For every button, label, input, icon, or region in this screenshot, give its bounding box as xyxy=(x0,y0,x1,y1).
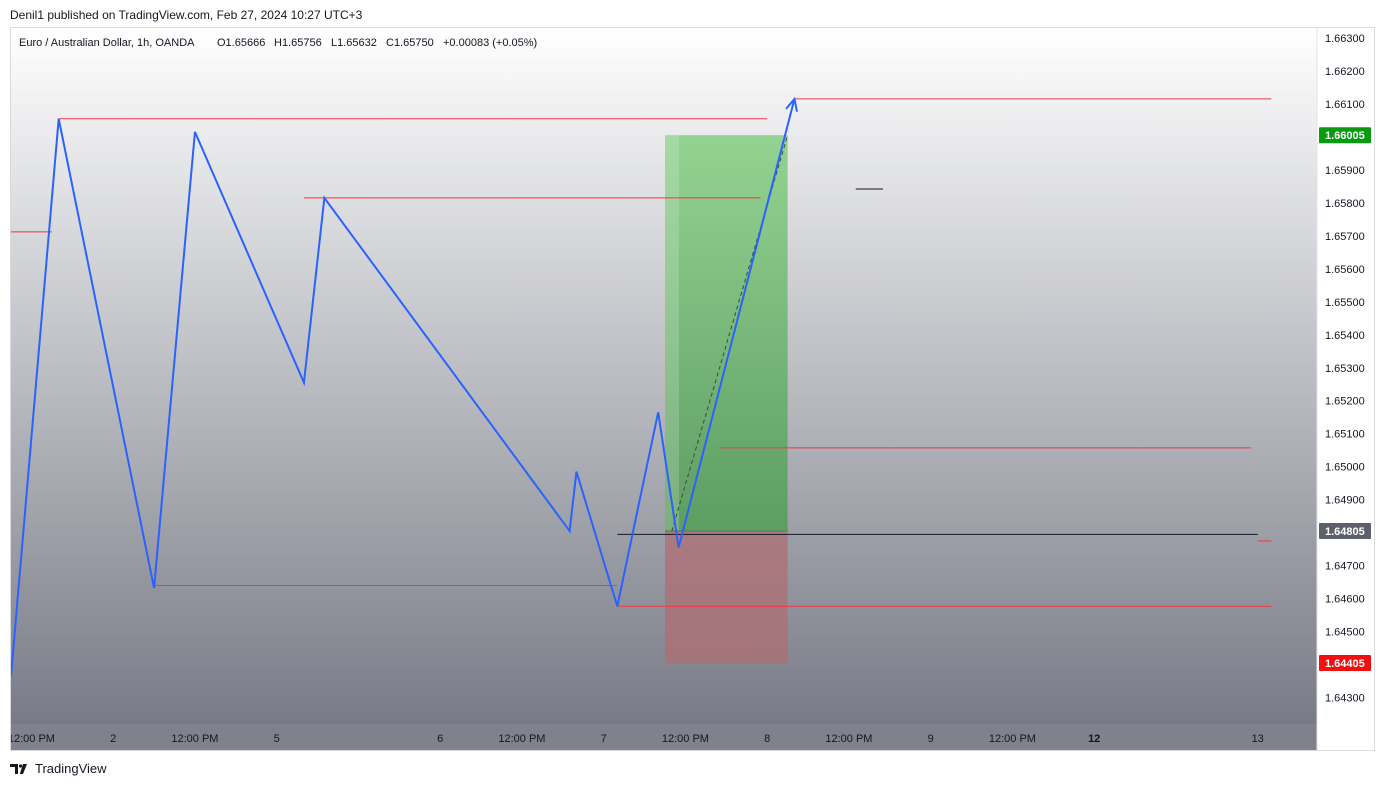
tradingview-logo-icon xyxy=(10,763,27,774)
price-badge xyxy=(1319,654,1371,671)
price-badge-label: 1.64405 xyxy=(1325,658,1365,670)
price-tick-label: 1.66100 xyxy=(1325,99,1365,111)
price-chart[interactable]: 1.66300 1.66200 1.66100 1.65900 1.65800 1.657… xyxy=(11,28,1374,750)
arrow-head-icon xyxy=(785,96,798,112)
price-tick-label: 1.65700 xyxy=(1325,231,1365,243)
legend-change: +0.00083 (+0.05%) xyxy=(443,37,537,49)
price-badge xyxy=(1319,523,1371,540)
projected-path-line[interactable] xyxy=(11,98,796,677)
price-tick-label: 1.66200 xyxy=(1325,66,1365,78)
time-tick-label: 9 xyxy=(928,733,934,745)
price-tick-label: 1.64900 xyxy=(1325,495,1365,507)
price-tick-label: 1.65300 xyxy=(1325,363,1365,375)
legend-open: O1.65666 xyxy=(217,37,265,49)
legend-title: Euro / Australian Dollar, 1h, OANDA xyxy=(19,37,195,49)
price-tick-label: 1.64600 xyxy=(1325,594,1365,606)
price-tick-label: 1.65600 xyxy=(1325,264,1365,276)
time-tick-label: 12:00 PM xyxy=(989,733,1036,745)
price-tick-label: 1.66300 xyxy=(1325,33,1365,45)
price-tick-label: 1.64300 xyxy=(1325,693,1365,705)
price-tick-label: 1.64700 xyxy=(1325,561,1365,573)
price-axis-background xyxy=(1317,28,1374,750)
time-tick-label: 7 xyxy=(601,733,607,745)
position-loss-zone[interactable] xyxy=(665,531,788,663)
time-tick-label: 13 xyxy=(1252,733,1264,745)
chart-background xyxy=(11,28,1317,724)
price-tick-label: 1.65500 xyxy=(1325,297,1365,309)
chart-frame[interactable]: 1.66300 1.66200 1.66100 1.65900 1.65800 1.657… xyxy=(10,27,1375,751)
price-tick-label: 1.64500 xyxy=(1325,627,1365,639)
publisher-line: Denil1 published on TradingView.com, Feb… xyxy=(10,8,363,22)
time-tick-label: 12:00 PM xyxy=(498,733,545,745)
time-tick-label: 12:00 PM xyxy=(11,733,55,745)
time-tick-label: 12 xyxy=(1088,733,1100,745)
price-tick-label: 1.65100 xyxy=(1325,429,1365,441)
price-tick-label: 1.65200 xyxy=(1325,396,1365,408)
price-badge-label: 1.64805 xyxy=(1325,526,1365,538)
time-tick-label: 12:00 PM xyxy=(171,733,218,745)
time-tick-label: 8 xyxy=(764,733,770,745)
time-tick-label: 5 xyxy=(274,733,280,745)
time-tick-label: 12:00 PM xyxy=(662,733,709,745)
footer-brand-label: TradingView xyxy=(35,761,107,776)
legend-close: C1.65750 xyxy=(386,37,434,49)
legend-low: L1.65632 xyxy=(331,37,377,49)
price-badge-label: 1.66005 xyxy=(1325,130,1365,142)
price-tick-label: 1.65400 xyxy=(1325,330,1365,342)
time-axis-background xyxy=(11,724,1317,750)
price-tick-label: 1.65800 xyxy=(1325,198,1365,210)
footer-brand[interactable]: TradingView xyxy=(10,761,107,776)
price-tick-label: 1.65000 xyxy=(1325,462,1365,474)
price-tick-label: 1.65900 xyxy=(1325,165,1365,177)
position-profit-highlight xyxy=(665,135,679,532)
price-badge xyxy=(1319,127,1371,144)
time-tick-label: 6 xyxy=(437,733,443,745)
legend-high: H1.65756 xyxy=(274,37,322,49)
time-tick-label: 12:00 PM xyxy=(825,733,872,745)
time-tick-label: 2 xyxy=(110,733,116,745)
